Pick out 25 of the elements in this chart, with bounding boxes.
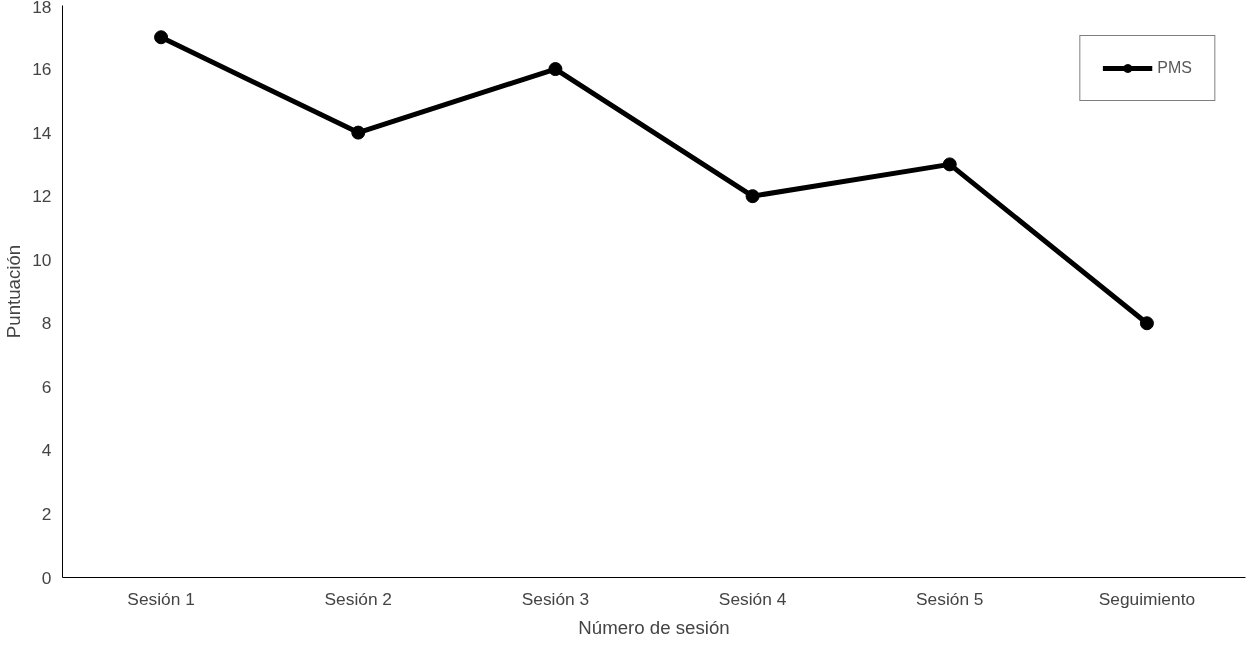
x-tick-label: Sesión 4 bbox=[718, 588, 787, 609]
x-tick-label: Sesión 1 bbox=[127, 588, 195, 609]
point bbox=[942, 157, 957, 172]
y-tick-label: 14 bbox=[32, 122, 52, 143]
y-tick-label: 10 bbox=[32, 249, 52, 270]
x-tick-label: Sesión 3 bbox=[521, 588, 590, 609]
y-tick-label: 6 bbox=[41, 376, 52, 397]
y-axis-title: Puntuación bbox=[3, 244, 25, 339]
legend-label: PMS bbox=[1157, 59, 1192, 77]
point bbox=[351, 125, 366, 140]
y-tick-label: 4 bbox=[41, 440, 52, 461]
y-tick-label: 8 bbox=[41, 313, 52, 334]
x-tick-label: Sesión 2 bbox=[324, 588, 392, 609]
point bbox=[154, 30, 169, 45]
y-tick-label: 12 bbox=[32, 186, 52, 207]
y-tick-label: 0 bbox=[41, 567, 52, 588]
x-tick-label: Sesión 5 bbox=[916, 588, 984, 609]
y-tick-label: 2 bbox=[41, 503, 52, 524]
y-tick-label: 16 bbox=[32, 59, 52, 80]
point bbox=[548, 62, 563, 77]
x-axis-title: Número de sesión bbox=[578, 616, 730, 638]
point bbox=[1139, 316, 1154, 331]
y-tick-label: 18 bbox=[32, 0, 52, 17]
point bbox=[745, 189, 760, 204]
x-tick-label: Seguimiento bbox=[1098, 588, 1196, 609]
